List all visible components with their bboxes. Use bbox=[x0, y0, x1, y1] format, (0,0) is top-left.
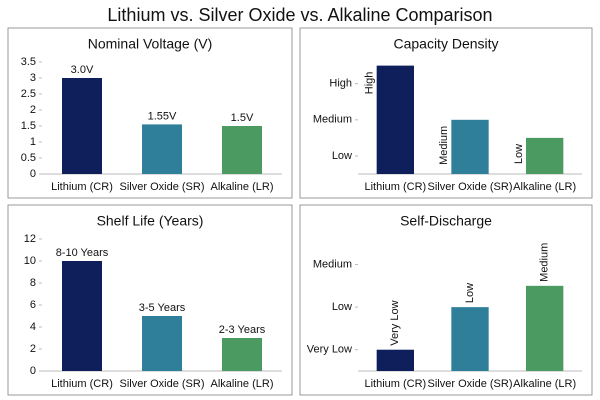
y-tick-label: 1 bbox=[30, 136, 36, 148]
x-tick-label: Silver Oxide (SR) bbox=[120, 378, 205, 390]
value-label: Very Low bbox=[389, 300, 401, 345]
panel-title: Shelf Life (Years) bbox=[97, 213, 204, 229]
x-tick-label: Lithium (CR) bbox=[51, 181, 113, 193]
x-tick-label: Alkaline (LR) bbox=[513, 378, 576, 390]
y-tick-label: 6 bbox=[30, 299, 36, 311]
y-tick-label: 4 bbox=[30, 321, 36, 333]
bar bbox=[376, 349, 414, 371]
main-title: Lithium vs. Silver Oxide vs. Alkaline Co… bbox=[107, 5, 492, 25]
y-tick-label: Low bbox=[332, 150, 352, 162]
bar bbox=[526, 285, 564, 371]
y-tick-label: 0.5 bbox=[21, 152, 36, 164]
x-tick-label: Lithium (CR) bbox=[364, 378, 426, 390]
value-label: 1.55V bbox=[148, 110, 177, 122]
x-tick-label: Alkaline (LR) bbox=[513, 181, 576, 193]
y-tick-label: 3.5 bbox=[21, 56, 36, 68]
y-tick-label: 2.5 bbox=[21, 88, 36, 100]
y-tick-label: High bbox=[329, 78, 352, 90]
bar bbox=[451, 119, 489, 174]
value-label: 2-3 Years bbox=[219, 324, 266, 336]
value-label: 3.0V bbox=[71, 64, 94, 76]
y-tick-label: 8 bbox=[30, 277, 36, 289]
x-tick-label: Silver Oxide (SR) bbox=[428, 378, 513, 390]
y-tick-label: Very Low bbox=[307, 344, 352, 356]
y-tick-label: 2 bbox=[30, 104, 36, 116]
bar bbox=[62, 261, 102, 371]
value-label: 8-10 Years bbox=[56, 247, 109, 259]
bar bbox=[142, 124, 182, 174]
bar bbox=[222, 126, 262, 174]
panel-title: Capacity Density bbox=[393, 36, 498, 52]
y-tick-label: 12 bbox=[24, 233, 36, 245]
x-tick-label: Lithium (CR) bbox=[364, 181, 426, 193]
value-label: Low bbox=[513, 144, 525, 164]
x-tick-label: Lithium (CR) bbox=[51, 378, 113, 390]
value-label: Medium bbox=[438, 126, 450, 165]
y-tick-label: Medium bbox=[313, 258, 352, 270]
y-tick-label: 0 bbox=[30, 168, 36, 180]
value-label: 3-5 Years bbox=[139, 302, 186, 314]
bar bbox=[376, 65, 414, 174]
y-tick-label: 10 bbox=[24, 255, 36, 267]
bar bbox=[142, 316, 182, 371]
y-tick-label: Medium bbox=[313, 114, 352, 126]
bar bbox=[222, 338, 262, 371]
panel-title: Nominal Voltage (V) bbox=[88, 36, 213, 52]
y-tick-label: 3 bbox=[30, 72, 36, 84]
y-tick-label: 2 bbox=[30, 343, 36, 355]
bar bbox=[62, 78, 102, 174]
x-tick-label: Silver Oxide (SR) bbox=[428, 181, 513, 193]
value-label: 1.5V bbox=[231, 112, 254, 124]
panel-title: Self-Discharge bbox=[400, 213, 492, 229]
y-tick-label: Low bbox=[332, 301, 352, 313]
y-tick-label: 1.5 bbox=[21, 120, 36, 132]
bar bbox=[526, 137, 564, 174]
x-tick-label: Alkaline (LR) bbox=[211, 378, 274, 390]
bar bbox=[451, 307, 489, 371]
value-label: High bbox=[364, 72, 376, 95]
x-tick-label: Silver Oxide (SR) bbox=[120, 181, 205, 193]
value-label: Low bbox=[464, 283, 476, 303]
value-label: Medium bbox=[539, 243, 551, 282]
y-tick-label: 0 bbox=[30, 365, 36, 377]
x-tick-label: Alkaline (LR) bbox=[211, 181, 274, 193]
